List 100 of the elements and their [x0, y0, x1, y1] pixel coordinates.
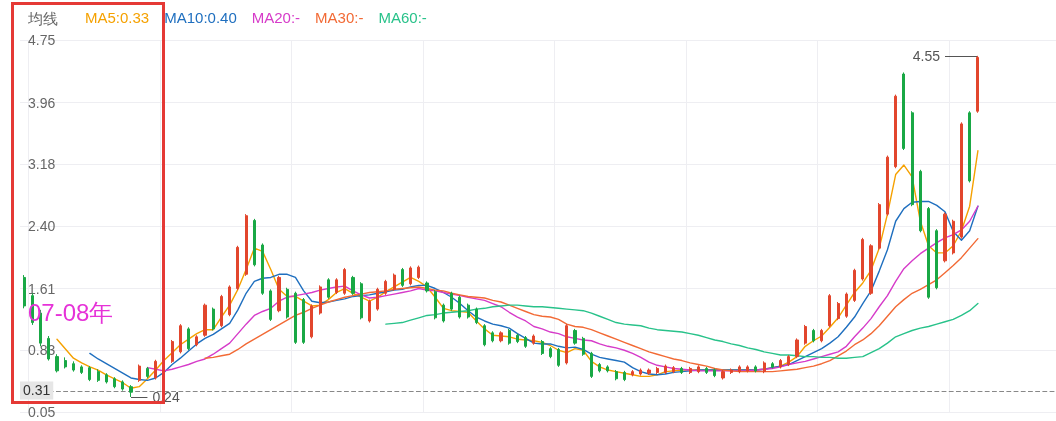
candlestick	[590, 351, 593, 379]
candlestick	[869, 243, 873, 296]
candlestick	[754, 364, 757, 373]
candlestick	[475, 307, 478, 325]
candlestick	[245, 213, 248, 277]
candlestick	[310, 303, 313, 339]
candlestick	[425, 280, 429, 293]
candlestick	[541, 339, 544, 356]
candlestick	[203, 303, 207, 338]
candlestick	[828, 293, 831, 328]
candlestick	[368, 299, 371, 324]
candlestick	[911, 110, 914, 207]
candlestick	[664, 364, 667, 375]
candlestick	[746, 364, 749, 373]
candlestick	[376, 287, 379, 312]
text: MA60:-	[378, 9, 427, 26]
candlestick	[894, 94, 897, 169]
text: MA10:0.40	[164, 9, 237, 26]
candlestick	[861, 237, 864, 282]
candlestick	[557, 347, 560, 368]
candlestick	[146, 366, 149, 379]
candlestick	[878, 202, 881, 251]
y-tick-label: 3.96	[28, 94, 56, 111]
candlestick	[360, 281, 363, 320]
candlestick	[705, 366, 708, 375]
candlestick	[960, 121, 963, 240]
candlestick	[598, 362, 601, 373]
candlestick	[393, 272, 396, 292]
candlestick	[730, 367, 733, 375]
candlestick	[837, 301, 840, 321]
candlestick	[483, 323, 486, 347]
y-tick-label: 0.05	[28, 404, 56, 420]
candlestick	[795, 337, 799, 359]
candlestick	[639, 367, 642, 377]
text: MA5:0.33	[85, 9, 150, 26]
candlestick	[171, 339, 174, 364]
candlestick	[113, 376, 116, 389]
candlestick	[524, 335, 527, 349]
candlestick	[401, 267, 404, 288]
candlestick	[919, 169, 922, 233]
candlestick	[516, 333, 519, 344]
candlestick	[935, 228, 938, 290]
candlestick	[508, 328, 511, 346]
candlestick	[499, 330, 503, 343]
candlestick	[105, 372, 108, 385]
candlestick	[623, 370, 626, 382]
candlestick	[845, 291, 848, 319]
candlestick	[343, 267, 346, 296]
candlestick	[138, 364, 141, 383]
legend-title: 均线	[27, 10, 58, 27]
candlestick	[212, 307, 215, 331]
candlestick	[253, 218, 256, 267]
candlestick	[680, 366, 683, 375]
candlestick	[763, 360, 766, 374]
candlestick	[269, 288, 272, 322]
candlestick	[902, 71, 905, 151]
y-tick-label: 3.18	[28, 156, 56, 173]
candlestick	[606, 364, 609, 373]
candlestick	[976, 55, 979, 114]
y-tick-label: 4.75	[28, 32, 56, 48]
candlestick	[779, 358, 782, 369]
line-series	[204, 237, 979, 373]
candlestick	[820, 328, 823, 343]
candlestick	[582, 336, 585, 357]
candlestick	[450, 291, 453, 312]
line-series	[385, 302, 979, 359]
candlestick	[64, 356, 67, 369]
candlestick	[647, 367, 651, 376]
candlestick	[467, 303, 470, 320]
candlestick	[713, 367, 716, 378]
candlestick	[335, 277, 338, 295]
candlestick	[129, 384, 133, 398]
candlestick	[615, 369, 618, 381]
candlestick	[442, 303, 445, 324]
candlestick	[302, 297, 305, 345]
candlestick	[952, 219, 955, 255]
candlestick	[80, 364, 83, 375]
candlestick	[738, 364, 741, 374]
candlestick	[787, 354, 790, 367]
candlestick	[409, 265, 412, 286]
y-tick-label: 2.40	[28, 218, 56, 234]
candlestick	[573, 328, 577, 346]
candlestick	[886, 155, 889, 217]
candlestick	[853, 268, 856, 303]
candlestick	[631, 369, 634, 377]
candlestick	[88, 365, 91, 382]
candlestick	[804, 324, 807, 346]
candlestick	[327, 277, 330, 300]
candlestick	[154, 359, 157, 381]
candlestick	[121, 379, 124, 392]
candlestick	[417, 265, 420, 280]
candlestick	[656, 366, 659, 375]
candlestick	[812, 328, 815, 343]
candlestick	[236, 245, 239, 291]
candlestick	[384, 279, 387, 296]
candlestick	[351, 275, 355, 296]
candlestick	[565, 323, 568, 366]
candlestick	[72, 360, 75, 373]
candlestick	[286, 287, 289, 320]
candlestick	[721, 369, 725, 381]
